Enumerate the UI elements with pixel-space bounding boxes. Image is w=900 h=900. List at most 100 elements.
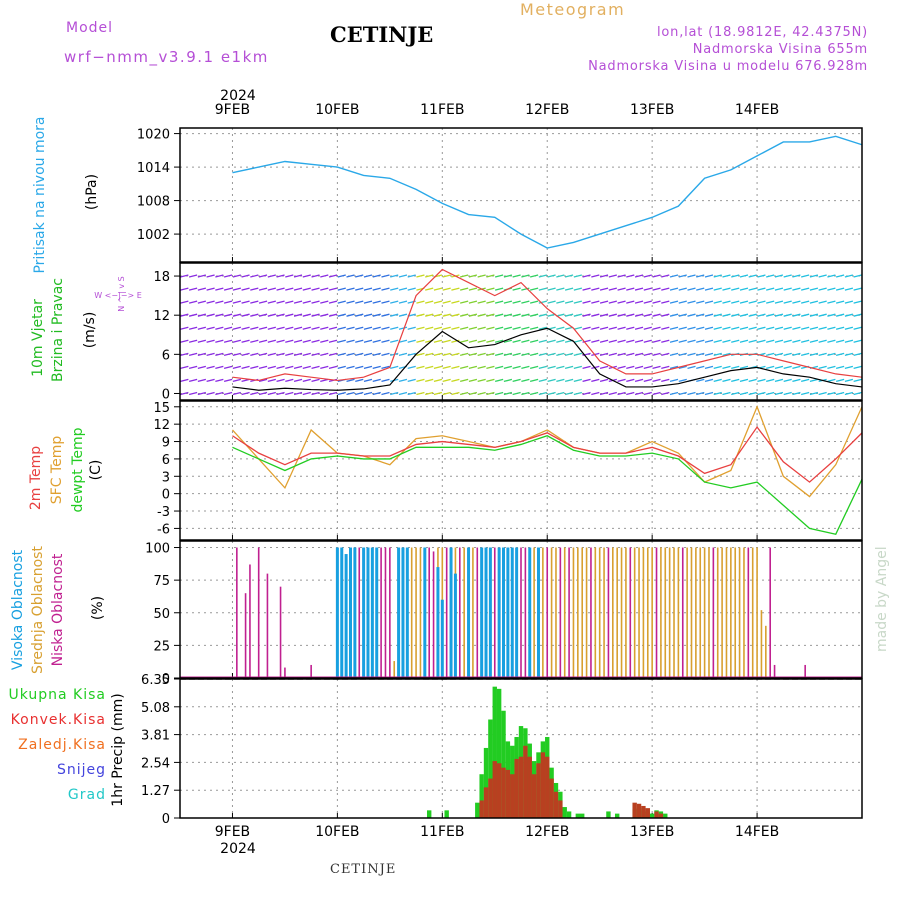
wind-barb xyxy=(678,391,687,396)
top-day-label: 10FEB xyxy=(315,102,359,118)
wind-barb xyxy=(766,274,775,278)
wind-barb xyxy=(722,339,731,343)
wind-barb xyxy=(626,352,635,356)
wind-barb xyxy=(652,339,661,343)
wind-barb xyxy=(722,313,731,317)
precip-bar xyxy=(641,805,646,818)
cloud-bar xyxy=(642,547,645,678)
precip-bar xyxy=(479,774,484,818)
cloud-bar xyxy=(244,593,247,678)
wind-barb xyxy=(337,365,346,370)
wind-barb xyxy=(748,326,757,330)
wind-barb xyxy=(188,287,198,291)
wind-barb xyxy=(853,313,862,317)
wind-barb xyxy=(372,274,381,278)
wind-barb xyxy=(783,274,792,278)
wind-barb xyxy=(398,352,408,356)
precip-bar xyxy=(636,803,642,818)
wind-barb xyxy=(844,365,854,370)
wind-barb xyxy=(704,365,714,370)
wind-barb xyxy=(617,378,626,383)
wind-barb xyxy=(687,274,696,278)
wind-barb xyxy=(731,365,740,370)
wind-barb xyxy=(713,339,722,343)
wind-barb xyxy=(328,300,338,304)
cloud-bar xyxy=(542,547,544,678)
wind-barb xyxy=(407,274,416,278)
cloud-bar xyxy=(716,547,719,678)
wind-barb xyxy=(521,339,530,343)
wind-barb xyxy=(538,352,548,356)
wind-gust-line xyxy=(232,268,863,382)
precip-bar xyxy=(510,774,515,818)
wind-barb xyxy=(206,339,215,343)
cloud-bar xyxy=(284,667,286,678)
cloud-unit: (%) xyxy=(90,596,106,620)
wind-barb xyxy=(285,365,294,370)
temp-unit: (C) xyxy=(88,460,104,481)
precip-legend-hail: Grad xyxy=(68,787,106,803)
bottom-day-label: 12FEB xyxy=(525,824,569,840)
wind-barb xyxy=(722,378,731,383)
wind-barb xyxy=(748,287,757,291)
wind-barb xyxy=(669,326,679,330)
wind-barb xyxy=(591,326,600,330)
wind-barb xyxy=(783,287,792,291)
wind-barb xyxy=(731,339,740,343)
cloud-bar xyxy=(773,664,776,678)
pressure-line xyxy=(232,135,863,249)
wind-barb xyxy=(809,313,819,317)
wind-barb xyxy=(494,378,504,383)
wind-barb xyxy=(442,300,451,304)
wind-barb xyxy=(486,352,495,356)
wind-barb xyxy=(451,365,460,370)
wind-barb xyxy=(713,326,722,330)
wind-barb xyxy=(547,339,556,343)
wind-barb xyxy=(232,326,241,330)
wind-barb xyxy=(460,313,469,317)
wind-barb xyxy=(346,274,355,278)
cloud-ylabel-high: Visoka Oblacnost xyxy=(10,549,26,670)
wind-barb xyxy=(223,287,233,291)
wind-barb xyxy=(809,287,819,291)
cloud-bar xyxy=(568,547,570,678)
y-tick-label: 6 xyxy=(162,453,170,468)
wind-barb xyxy=(328,313,338,317)
wind-barb xyxy=(687,287,696,291)
wind-barb xyxy=(529,352,539,356)
wind-barb xyxy=(232,313,241,317)
wind-barb xyxy=(774,287,784,291)
wind-barb xyxy=(407,352,416,356)
wind-barb xyxy=(731,287,740,291)
wind-barb xyxy=(206,326,215,330)
wind-barb xyxy=(669,365,679,370)
wind-barb xyxy=(783,378,792,383)
wind-barb xyxy=(416,365,425,370)
wind-barb xyxy=(451,391,460,396)
cloud-bar xyxy=(436,567,440,678)
wind-barb xyxy=(827,391,836,396)
wind-barb xyxy=(696,326,705,330)
wind-barb xyxy=(302,274,311,278)
y-tick-label: 75 xyxy=(153,574,170,589)
model-label: Model xyxy=(66,20,114,36)
wind-barb xyxy=(241,300,250,304)
cloud-bar xyxy=(476,547,479,678)
cloud-bar xyxy=(279,586,282,678)
cloud-bar xyxy=(804,664,806,678)
precip-bar xyxy=(492,686,497,818)
wind-barb xyxy=(582,378,591,383)
wind-barb xyxy=(302,352,311,356)
wind-barb xyxy=(573,300,582,304)
wind-barb xyxy=(494,339,504,343)
wind-barb xyxy=(704,352,714,356)
wind-barb xyxy=(503,339,513,343)
wind-barb xyxy=(346,378,355,383)
wind-barb xyxy=(853,378,862,383)
wind-barb xyxy=(818,300,827,304)
wind-barb xyxy=(835,365,845,370)
wind-barb xyxy=(494,391,504,396)
cloud-bar xyxy=(546,547,549,678)
wind-barb xyxy=(652,378,661,383)
wind-barb xyxy=(529,313,539,317)
